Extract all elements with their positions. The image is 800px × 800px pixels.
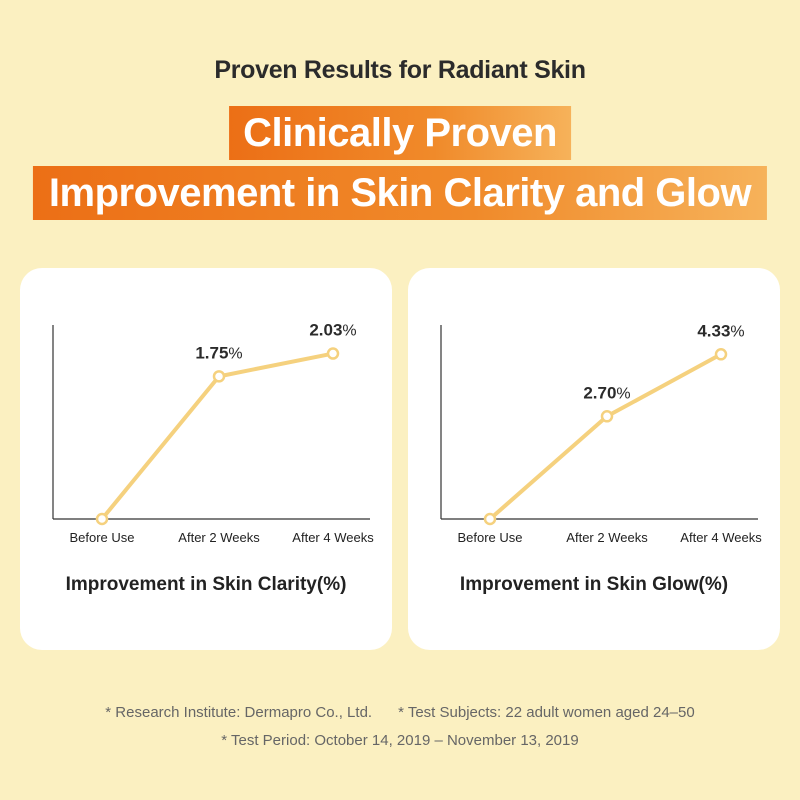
x-tick-label: After 4 Weeks [292, 530, 374, 545]
footnote-subjects: * Test Subjects: 22 adult women aged 24–… [398, 704, 695, 721]
glow-chart-title: Improvement in Skin Glow(%) [459, 574, 729, 595]
headline-banner-2: Improvement in Skin Clarity and Glow [32, 166, 768, 220]
page-subtitle: Proven Results for Radiant Skin [214, 56, 586, 84]
data-label: 4.33% [697, 321, 744, 340]
glow-chart-card: Before Use After 2 Weeks 2.70% After 4 Week… [408, 268, 780, 650]
data-point [95, 512, 109, 526]
data-point [600, 410, 614, 423]
x-tick-label: After 2 Weeks [566, 530, 648, 545]
clarity-line-chart: Before Use After 2 Weeks 1.75% After 4 Week… [52, 321, 374, 545]
glow-line-chart: Before Use After 2 Weeks 2.70% After 4 Week… [440, 321, 762, 545]
clarity-chart-title: Improvement in Skin Clarity(%) [65, 574, 347, 595]
data-label: 1.75% [195, 343, 242, 362]
x-tick-label: After 4 Weeks [680, 530, 762, 545]
x-tick-label: Before Use [457, 530, 522, 545]
data-point [326, 347, 340, 360]
clarity-chart-card: Before Use After 2 Weeks 1.75% After 4 Week… [20, 268, 392, 650]
data-label: 2.03% [309, 321, 356, 340]
series-line [488, 352, 723, 521]
headline-banner-1: Clinically Proven [229, 106, 571, 160]
footnote-institute: * Research Institute: Dermapro Co., Ltd. [105, 704, 373, 721]
data-label: 2.70% [583, 383, 630, 402]
x-tick-label: After 2 Weeks [178, 530, 260, 545]
data-point [212, 370, 226, 383]
footnote-period: * Test Period: October 14, 2019 – Novemb… [221, 732, 579, 749]
footnote-row-1: * Research Institute: Dermapro Co., Ltd.… [0, 704, 800, 721]
x-tick-label: Before Use [69, 530, 134, 545]
data-point [483, 512, 497, 526]
data-point [714, 348, 728, 361]
